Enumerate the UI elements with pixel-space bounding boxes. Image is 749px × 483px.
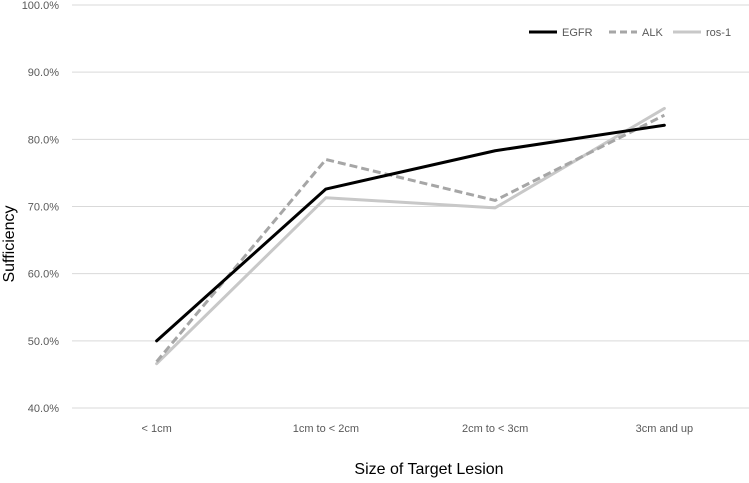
gridlines	[72, 4, 749, 342]
legend-label: ALK	[642, 27, 663, 39]
series-line-ros-1	[155, 106, 666, 366]
y-tick-label: 40.0%	[28, 403, 59, 415]
x-axis-title: Size of Target Lesion	[354, 461, 503, 478]
y-tick-label: 60.0%	[28, 269, 59, 281]
y-tick-label: 100.0%	[22, 0, 60, 12]
series-line-alk	[155, 113, 666, 363]
x-axis-tick-labels: < 1cm 1cm to < 2cm 2cm to < 3cm 3cm and up	[141, 423, 693, 435]
y-axis-title: Sufficiency	[1, 205, 18, 282]
x-tick-label: < 1cm	[141, 423, 171, 435]
y-tick-label: 90.0%	[28, 67, 59, 79]
x-tick-label: 3cm and up	[636, 423, 693, 435]
y-tick-label: 50.0%	[28, 336, 59, 348]
x-tick-label: 1cm to < 2cm	[293, 423, 359, 435]
y-tick-label: 70.0%	[28, 202, 59, 214]
y-axis-tick-labels: 40.0% 50.0% 60.0% 70.0% 80.0% 90.0% 100.0%	[22, 0, 60, 415]
series-lines	[155, 106, 666, 366]
series-line-egfr	[155, 123, 666, 343]
x-tick-label: 2cm to < 3cm	[462, 423, 528, 435]
legend-label: ros-1	[706, 27, 731, 39]
legend: EGFR ALK ros-1	[529, 27, 731, 39]
legend-label: EGFR	[562, 27, 593, 39]
y-tick-label: 80.0%	[28, 134, 59, 146]
